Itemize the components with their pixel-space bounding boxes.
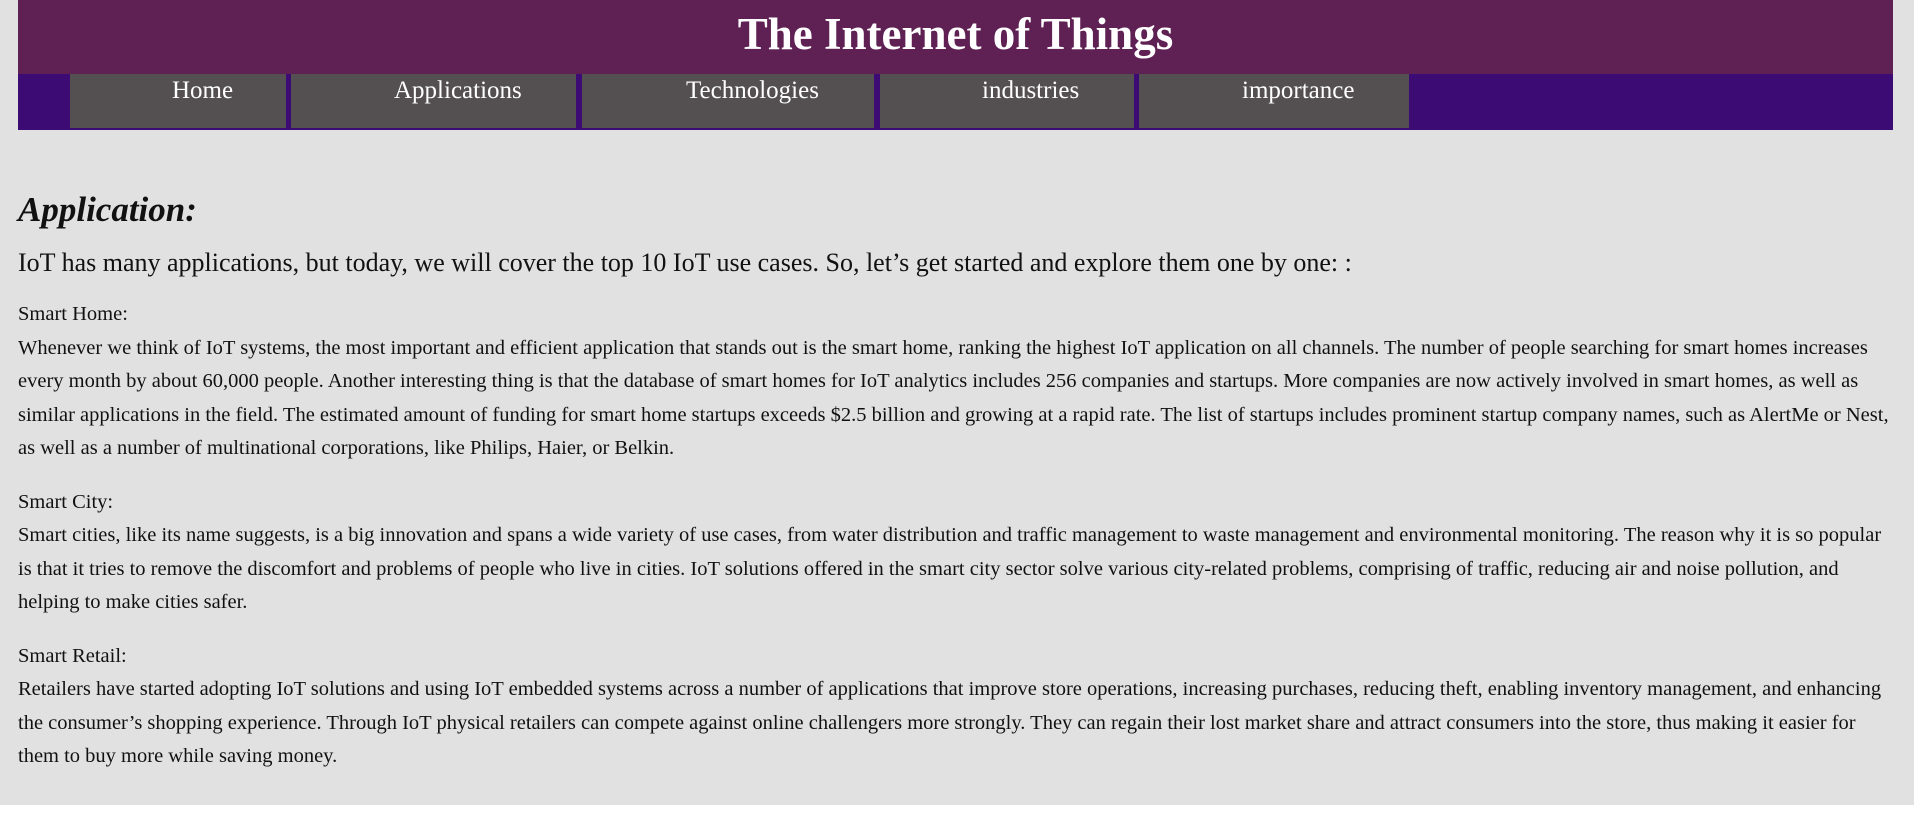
- nav-item-industries[interactable]: industries: [880, 74, 1134, 128]
- section-smart-city: Smart City: Smart cities, like its name …: [18, 486, 1898, 620]
- section-title-smart-home: Smart Home:: [18, 303, 128, 325]
- section-smart-retail: Smart Retail: Retailers have started ado…: [18, 640, 1898, 774]
- nav-item-applications[interactable]: Applications: [291, 74, 576, 128]
- site-header: The Internet of Things: [18, 0, 1893, 74]
- main-navigation: Home Applications Technologies industrie…: [18, 74, 1893, 130]
- section-text-smart-retail: Retailers have started adopting IoT solu…: [18, 678, 1882, 767]
- page-background: The Internet of Things Home Applications…: [0, 0, 1914, 805]
- intro-paragraph: IoT has many applications, but today, we…: [18, 248, 1352, 277]
- nav-item-technologies[interactable]: Technologies: [582, 74, 874, 128]
- nav-item-importance[interactable]: importance: [1139, 74, 1409, 128]
- section-title-smart-retail: Smart Retail:: [18, 644, 127, 667]
- nav-item-home[interactable]: Home: [70, 74, 286, 128]
- section-title-smart-city: Smart City:: [18, 490, 114, 513]
- site-title: The Internet of Things: [737, 9, 1174, 59]
- section-text-smart-home: Whenever we think of IoT systems, the mo…: [18, 336, 1889, 460]
- section-heading: Application:: [18, 190, 197, 229]
- main-content: Application: IoT has many applications, …: [18, 180, 1898, 774]
- section-smart-home: Smart Home: Whenever we think of IoT sys…: [18, 298, 1898, 466]
- section-text-smart-city: Smart cities, like its name suggests, is…: [18, 524, 1882, 613]
